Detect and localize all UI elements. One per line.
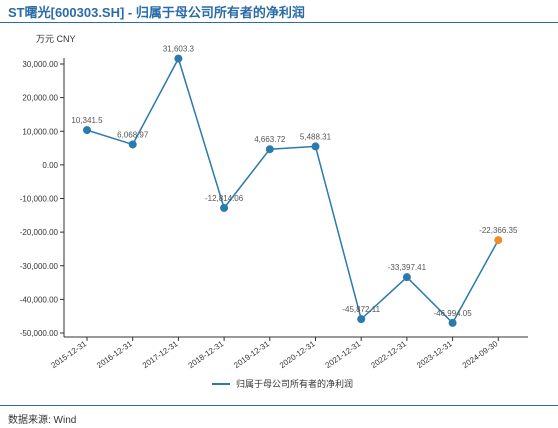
data-label: -45,872.11	[342, 305, 380, 314]
y-axis-unit-label: 万元 CNY	[36, 34, 76, 44]
title-divider	[0, 22, 558, 23]
x-tick-label: 2015-12-31	[49, 339, 88, 370]
x-tick-label: 2018-12-31	[187, 339, 226, 370]
x-tick-label: 2016-12-31	[95, 339, 134, 370]
x-tick-label: 2017-12-31	[141, 339, 180, 370]
data-label: 10,341.5	[71, 116, 103, 125]
data-source: 数据来源: Wind	[8, 415, 77, 426]
data-point	[220, 203, 229, 212]
data-point	[402, 273, 411, 282]
data-point	[357, 315, 366, 324]
footer-divider	[0, 405, 558, 406]
chart-title: ST曙光[600303.SH] - 归属于母公司所有者的净利润	[8, 5, 305, 20]
data-point	[448, 318, 457, 327]
data-label: -22,366.35	[479, 226, 518, 235]
y-tick-label: -30,000.00	[20, 262, 59, 271]
x-tick-label: 2023-12-31	[415, 339, 454, 370]
y-tick-label: 20,000.00	[22, 94, 58, 103]
data-point	[83, 126, 91, 135]
y-tick-label: -40,000.00	[20, 295, 59, 304]
data-point	[265, 145, 274, 154]
x-tick-label: 2021-12-31	[324, 339, 363, 370]
y-tick-label: -20,000.00	[20, 228, 59, 237]
data-point	[311, 142, 320, 151]
data-point	[128, 140, 137, 149]
y-tick-label: -10,000.00	[20, 195, 59, 204]
data-label: -46,994.05	[433, 309, 472, 318]
series-line	[86, 56, 499, 325]
data-label: 4,663.72	[254, 135, 286, 144]
x-tick-label: 2019-12-31	[232, 339, 271, 370]
y-tick-label: 30,000.00	[22, 60, 58, 69]
data-point-highlight	[494, 236, 503, 245]
data-label: 5,488.31	[300, 132, 332, 141]
y-tick-label: 10,000.00	[22, 127, 58, 136]
legend-label: 归属于母公司所有者的净利润	[236, 378, 353, 389]
x-tick-label: 2024-09-30	[461, 339, 500, 370]
line-chart: 万元 CNY 30,000.00 20,000.00 10,000.00 0.00 -10…	[20, 34, 528, 389]
data-label: 31,603.3	[163, 45, 195, 54]
data-label: 6,068.97	[117, 130, 149, 139]
data-label: -12,814.06	[205, 194, 244, 203]
y-tick-label: -50,000.00	[20, 329, 59, 338]
x-tick-label: 2022-12-31	[369, 339, 408, 370]
x-tick-label: 2020-12-31	[278, 339, 317, 370]
data-point	[174, 54, 183, 63]
data-label: -33,397.41	[388, 263, 427, 272]
y-tick-label: 0.00	[42, 161, 58, 170]
